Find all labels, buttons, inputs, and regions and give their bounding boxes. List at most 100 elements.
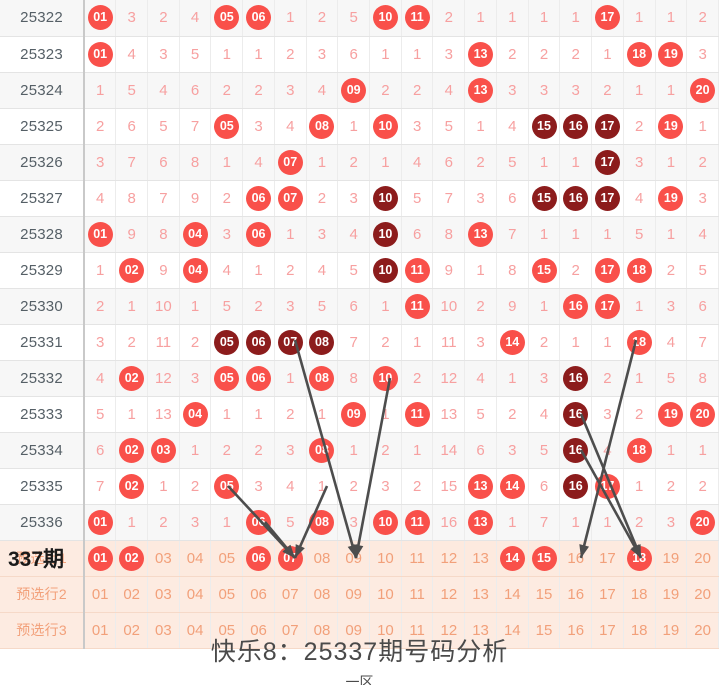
number-cell[interactable]: 10 — [369, 360, 402, 397]
number-cell[interactable]: 4 — [84, 360, 117, 397]
number-cell[interactable]: 1 — [274, 0, 307, 37]
number-cell[interactable]: 01 — [84, 612, 117, 649]
number-cell[interactable]: 01 — [84, 540, 117, 577]
number-cell[interactable]: 2 — [464, 144, 497, 181]
number-cell[interactable]: 19 — [655, 576, 688, 613]
number-cell[interactable]: 2 — [369, 72, 402, 109]
number-cell[interactable]: 6 — [432, 144, 466, 181]
number-cell[interactable]: 1 — [401, 324, 434, 361]
number-cell[interactable]: 3 — [464, 324, 497, 361]
number-cell[interactable]: 8 — [686, 360, 719, 397]
number-cell[interactable]: 1 — [686, 432, 719, 469]
number-cell[interactable]: 6 — [496, 180, 529, 217]
number-cell[interactable]: 3 — [306, 36, 339, 73]
number-cell[interactable]: 3 — [274, 288, 307, 325]
number-cell[interactable]: 12 — [432, 540, 466, 577]
number-cell[interactable]: 3 — [496, 432, 529, 469]
number-cell[interactable]: 3 — [655, 504, 688, 541]
number-cell[interactable]: 19 — [655, 108, 688, 145]
number-cell[interactable]: 18 — [623, 540, 656, 577]
number-cell[interactable]: 3 — [655, 288, 688, 325]
number-cell[interactable]: 1 — [623, 360, 656, 397]
number-cell[interactable]: 01 — [84, 216, 117, 253]
number-cell[interactable]: 12 — [432, 360, 466, 397]
number-cell[interactable]: 2 — [210, 432, 244, 469]
number-cell[interactable]: 7 — [147, 180, 180, 217]
number-cell[interactable]: 13 — [464, 468, 497, 505]
number-cell[interactable]: 9 — [115, 216, 149, 253]
number-cell[interactable]: 2 — [274, 252, 307, 289]
number-cell[interactable]: 02 — [115, 540, 149, 577]
number-cell[interactable]: 5 — [147, 108, 180, 145]
number-cell[interactable]: 2 — [147, 504, 180, 541]
number-cell[interactable]: 5 — [401, 180, 434, 217]
number-cell[interactable]: 19 — [655, 36, 688, 73]
number-cell[interactable]: 2 — [655, 468, 688, 505]
number-cell[interactable]: 1 — [337, 108, 371, 145]
number-cell[interactable]: 15 — [528, 612, 561, 649]
number-cell[interactable]: 1 — [623, 468, 656, 505]
number-cell[interactable]: 1 — [210, 144, 244, 181]
number-cell[interactable]: 2 — [559, 36, 593, 73]
number-cell[interactable]: 17 — [591, 108, 624, 145]
number-cell[interactable]: 17 — [591, 612, 624, 649]
number-cell[interactable]: 3 — [686, 36, 719, 73]
number-cell[interactable]: 02 — [115, 576, 149, 613]
number-cell[interactable]: 7 — [686, 324, 719, 361]
number-cell[interactable]: 3 — [369, 468, 402, 505]
number-cell[interactable]: 16 — [559, 468, 593, 505]
number-cell[interactable]: 2 — [210, 72, 244, 109]
number-cell[interactable]: 6 — [337, 288, 371, 325]
number-cell[interactable]: 3 — [528, 360, 561, 397]
number-cell[interactable]: 6 — [686, 288, 719, 325]
number-cell[interactable]: 2 — [274, 36, 307, 73]
number-cell[interactable]: 17 — [591, 180, 624, 217]
number-cell[interactable]: 8 — [179, 144, 212, 181]
number-cell[interactable]: 4 — [655, 324, 688, 361]
number-cell[interactable]: 8 — [432, 216, 466, 253]
number-cell[interactable]: 2 — [559, 252, 593, 289]
number-cell[interactable]: 6 — [147, 144, 180, 181]
number-cell[interactable]: 3 — [179, 504, 212, 541]
number-cell[interactable]: 4 — [496, 108, 529, 145]
number-cell[interactable]: 4 — [686, 216, 719, 253]
number-cell[interactable]: 3 — [401, 108, 434, 145]
number-cell[interactable]: 19 — [655, 540, 688, 577]
number-cell[interactable]: 15 — [528, 108, 561, 145]
number-cell[interactable]: 15 — [528, 180, 561, 217]
number-cell[interactable]: 4 — [591, 432, 624, 469]
number-cell[interactable]: 1 — [84, 252, 117, 289]
number-cell[interactable]: 2 — [401, 72, 434, 109]
number-cell[interactable]: 20 — [686, 540, 719, 577]
number-cell[interactable]: 08 — [306, 612, 339, 649]
number-cell[interactable]: 18 — [623, 612, 656, 649]
number-cell[interactable]: 1 — [306, 144, 339, 181]
number-cell[interactable]: 01 — [84, 576, 117, 613]
number-cell[interactable]: 1 — [274, 360, 307, 397]
number-cell[interactable]: 3 — [432, 36, 466, 73]
number-cell[interactable]: 14 — [496, 612, 529, 649]
number-cell[interactable]: 5 — [179, 36, 212, 73]
number-cell[interactable]: 05 — [210, 576, 244, 613]
number-cell[interactable]: 14 — [496, 576, 529, 613]
number-cell[interactable]: 10 — [369, 180, 402, 217]
number-cell[interactable]: 2 — [401, 360, 434, 397]
number-cell[interactable]: 1 — [655, 0, 688, 37]
number-cell[interactable]: 6 — [528, 468, 561, 505]
number-cell[interactable]: 11 — [401, 396, 434, 433]
number-cell[interactable]: 2 — [686, 0, 719, 37]
number-cell[interactable]: 8 — [337, 360, 371, 397]
number-cell[interactable]: 17 — [591, 0, 624, 37]
number-cell[interactable]: 5 — [528, 432, 561, 469]
number-cell[interactable]: 16 — [559, 612, 593, 649]
number-cell[interactable]: 08 — [306, 576, 339, 613]
number-cell[interactable]: 2 — [591, 360, 624, 397]
number-cell[interactable]: 10 — [369, 540, 402, 577]
number-cell[interactable]: 5 — [84, 396, 117, 433]
number-cell[interactable]: 12 — [432, 612, 466, 649]
number-cell[interactable]: 13 — [464, 612, 497, 649]
number-cell[interactable]: 05 — [210, 540, 244, 577]
number-cell[interactable]: 1 — [242, 36, 275, 73]
number-cell[interactable]: 1 — [655, 144, 688, 181]
number-cell[interactable]: 5 — [337, 0, 371, 37]
